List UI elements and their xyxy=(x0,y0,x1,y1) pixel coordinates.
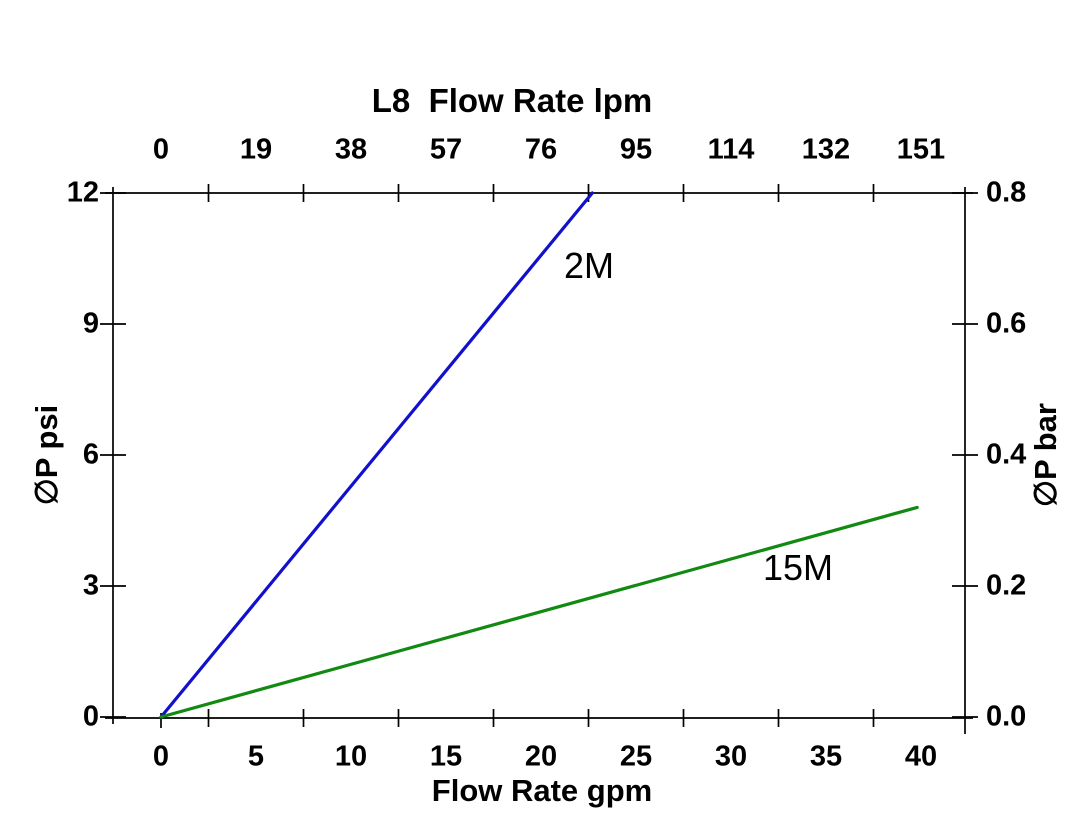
top-axis-tick-label: 38 xyxy=(334,133,368,166)
bottom-axis-tick-label: 25 xyxy=(619,740,653,773)
bottom-axis-tick-label: 10 xyxy=(334,740,368,773)
top-axis-tick-label: 132 xyxy=(801,133,851,166)
bottom-axis-tick-label: 20 xyxy=(524,740,558,773)
top-axis-tick-label: 19 xyxy=(239,133,273,166)
top-axis-tick-label: 0 xyxy=(152,133,170,166)
right-axis-tick-label: 0.4 xyxy=(986,438,1027,471)
top-axis-tick-label: 57 xyxy=(429,133,463,166)
y-axis-title-left: ∅P psi xyxy=(29,404,64,506)
top-axis-tick-label: 114 xyxy=(707,133,755,166)
top-axis-tick-label: 151 xyxy=(896,133,946,166)
top-axis-tick-label: 95 xyxy=(619,133,653,166)
series-label-2m: 2M xyxy=(563,245,615,286)
chart-title: L8 Flow Rate lpm xyxy=(371,82,653,119)
left-axis-tick-label: 6 xyxy=(82,438,99,471)
bottom-axis-tick-label: 0 xyxy=(152,740,170,773)
bottom-axis-tick-label: 30 xyxy=(714,740,748,773)
bottom-axis-tick-label: 15 xyxy=(429,740,463,773)
bottom-axis-tick-label: 5 xyxy=(247,740,265,773)
bottom-axis-tick-label: 40 xyxy=(904,740,938,773)
right-axis-tick-label: 0.6 xyxy=(986,307,1027,340)
left-axis-tick-label: 9 xyxy=(82,307,99,340)
series-line-15m xyxy=(159,505,919,719)
left-axis-tick-label: 3 xyxy=(82,569,99,602)
right-axis-tick-label: 0.0 xyxy=(986,700,1027,733)
y-axis-title-right: ∅P bar xyxy=(1028,403,1063,507)
left-axis-tick-label: 0 xyxy=(82,700,99,733)
top-axis-tick-label: 76 xyxy=(524,133,558,166)
series-label-15m: 15M xyxy=(762,547,834,588)
right-axis-tick-label: 0.8 xyxy=(986,176,1027,209)
left-axis-tick-label: 12 xyxy=(66,176,99,209)
x-axis-title-bottom: Flow Rate gpm xyxy=(431,773,653,808)
bottom-axis-tick-label: 35 xyxy=(809,740,843,773)
series-line-2m xyxy=(159,191,594,719)
right-axis-tick-label: 0.2 xyxy=(986,569,1027,602)
